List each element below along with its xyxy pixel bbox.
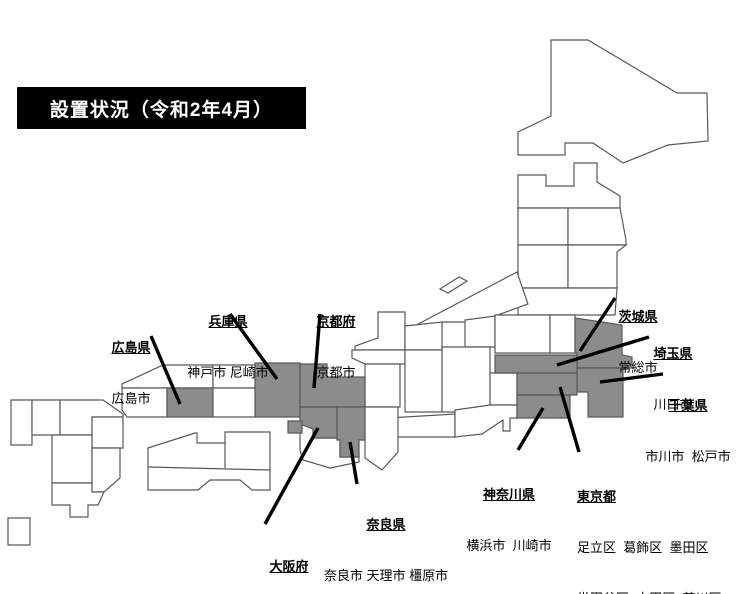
pref-miyazaki: [91, 447, 121, 493]
pref-akita: [517, 207, 569, 246]
page-title-text: 設置状況（令和2年4月）: [49, 99, 274, 121]
leader-line-hyogo: [228, 313, 279, 380]
label-ibaraki-title: 茨城県: [618, 309, 658, 324]
label-osaka-title: 大阪府: [269, 559, 309, 574]
label-kanagawa-cities: 横浜市 川崎市: [466, 538, 552, 553]
pref-shizuoka: [454, 404, 518, 438]
pref-gunma: [494, 314, 551, 354]
pref-kagoshima: [51, 482, 105, 518]
label-hyogo-title: 兵庫県: [208, 314, 248, 329]
leader-line-hiroshima: [149, 335, 182, 405]
leader-line-chiba: [599, 372, 664, 384]
label-chiba-title: 千葉県: [668, 398, 708, 413]
label-nara: 奈良県 奈良市 天理市 橿原市: [318, 482, 454, 594]
label-tokyo-cities-line2: 世田谷区 大田区 荒川区: [577, 590, 742, 594]
label-ibaraki-cities: 常総市: [618, 360, 658, 375]
pref-iwate: [567, 207, 627, 246]
pref-fukushima: [517, 287, 618, 316]
leader-line-nara: [348, 441, 359, 485]
label-saitama: 埼玉県 川口市: [645, 311, 701, 447]
region-shikoku: [147, 431, 271, 491]
label-chiba: 千葉県 市川市 松戸市: [633, 363, 743, 499]
leader-line-kyoto: [312, 313, 322, 389]
leader-line-saitama: [556, 335, 650, 367]
leader-line-kanagawa: [516, 407, 545, 451]
pref-tokyo: [516, 372, 578, 396]
shikoku-divider-h: [147, 466, 271, 471]
pref-nagasaki: [10, 399, 33, 446]
pref-yamagata: [517, 244, 569, 289]
pref-tochigi: [549, 314, 576, 354]
label-chiba-cities: 市川市 松戸市: [645, 449, 731, 464]
label-tokyo: 東京都 足立区 葛飾区 墨田区 世田谷区 大田区 荒川区 江戸川区 八王子市: [577, 454, 742, 594]
pref-miyagi: [567, 244, 628, 289]
label-kyoto: 京都府 京都市: [303, 279, 369, 415]
pref-nagano-north: [464, 315, 496, 348]
pref-nara: [336, 406, 366, 458]
pref-saga: [31, 399, 61, 436]
pref-nagano: [441, 346, 491, 413]
pref-okayama: [212, 387, 256, 418]
label-hyogo: 兵庫県 神戸市 尼崎市: [183, 279, 273, 415]
pref-hokkaido: [517, 39, 709, 164]
pref-yamanashi: [489, 372, 518, 406]
label-nara-cities: 奈良市 天理市 橿原市: [323, 568, 449, 583]
label-hiroshima: 広島県 広島市: [100, 305, 162, 441]
pref-yamaguchi: [121, 387, 168, 418]
label-hyogo-cities: 神戸市 尼崎市: [187, 365, 269, 380]
label-kanagawa: 神奈川県 横浜市 川崎市: [456, 452, 562, 588]
label-kanagawa-title: 神奈川県: [482, 487, 535, 502]
pref-kumamoto: [51, 434, 93, 484]
label-saitama-cities: 川口市: [653, 397, 693, 412]
label-kyoto-title: 京都府: [316, 314, 356, 329]
leader-line-ibaraki: [578, 297, 617, 352]
pref-gifu: [404, 349, 443, 413]
leader-line-osaka: [263, 427, 320, 525]
page-title: 設置状況（令和2年4月）: [17, 87, 306, 129]
label-nara-title: 奈良県: [366, 517, 406, 532]
label-saitama-title: 埼玉県: [653, 346, 693, 361]
label-kyoto-cities: 京都市: [316, 365, 356, 380]
pref-sado-island: [438, 276, 469, 294]
pref-mie: [364, 406, 399, 471]
label-tokyo-cities-line1: 足立区 葛飾区 墨田区: [577, 540, 709, 555]
pref-awaji-island: [287, 420, 303, 434]
pref-aomori: [517, 162, 621, 209]
label-osaka: 大阪府 大阪市 堺市 八尾市 東大阪市 守口市 豊中市 岸和田市: [185, 524, 393, 594]
pref-okinawa: [7, 517, 31, 546]
label-hiroshima-cities: 広島市: [111, 391, 151, 406]
pref-shiga: [364, 363, 401, 408]
leader-line-tokyo: [558, 386, 581, 453]
pref-toyama: [404, 321, 443, 351]
label-tokyo-title: 東京都: [577, 489, 617, 504]
label-hiroshima-title: 広島県: [111, 340, 151, 355]
label-ibaraki: 茨城県 常総市: [608, 274, 668, 410]
